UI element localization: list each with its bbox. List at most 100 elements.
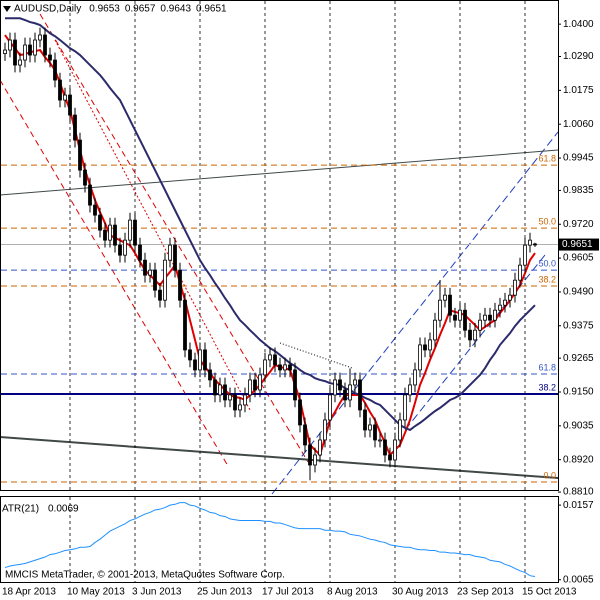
candle-body — [98, 214, 102, 231]
candle-body — [238, 404, 242, 411]
candle-body — [458, 309, 462, 321]
y-tick-label: 0.9265 — [563, 353, 594, 364]
candle-body — [498, 304, 502, 311]
level-label: 0.0 — [543, 470, 556, 480]
candle-body — [73, 114, 77, 141]
y-tick-label: 0.0157 — [563, 500, 594, 511]
candle-body — [23, 44, 27, 61]
candle-body — [113, 224, 117, 246]
candle-body — [88, 184, 92, 206]
candle-body — [253, 379, 257, 391]
candle-body — [268, 354, 272, 361]
candle-body — [233, 394, 237, 411]
candle-body — [43, 34, 47, 56]
y-tick-label: 1.0175 — [563, 85, 594, 96]
candle-body — [448, 294, 452, 316]
candle-body — [38, 34, 42, 41]
candle-body — [63, 94, 67, 101]
candle-body — [478, 319, 482, 331]
candle-body — [68, 94, 72, 116]
candle-body — [513, 279, 517, 296]
trendline — [39, 13, 309, 463]
chart-title: AUDUSD,Daily — [14, 4, 81, 15]
y-tick-label: 0.9035 — [563, 420, 594, 431]
candle-body — [28, 44, 32, 56]
candle-body — [443, 294, 447, 301]
price-box — [559, 238, 599, 251]
main-frame — [0, 0, 559, 491]
candle-body — [363, 409, 367, 431]
candle-body — [518, 264, 522, 281]
candle-body — [318, 439, 322, 456]
candle-body — [258, 374, 262, 391]
indicator-value: 0.0069 — [48, 504, 79, 515]
y-tick-label: 1.0400 — [563, 19, 594, 30]
candle-body — [373, 424, 377, 441]
candle-body — [153, 269, 157, 291]
trendline — [279, 342, 353, 369]
header-value: 0.9653 — [89, 4, 120, 15]
candle-body — [393, 439, 397, 461]
candle-body — [193, 359, 197, 371]
candle-body — [483, 314, 487, 321]
candle-body — [273, 354, 277, 366]
candle-body — [143, 259, 147, 276]
candle-body — [493, 309, 497, 321]
x-tick-label: 17 Jul 2013 — [262, 587, 314, 598]
candle-body — [298, 399, 302, 426]
candle-body — [333, 379, 337, 396]
candle-body — [18, 59, 22, 66]
candle-body — [433, 319, 437, 341]
candle-body — [288, 364, 292, 371]
candle-body — [243, 394, 247, 406]
y-tick-label: 0.0065 — [563, 574, 594, 585]
candle-body — [488, 314, 492, 321]
candle-body — [213, 379, 217, 396]
candle-body — [473, 329, 477, 341]
candle-body — [93, 204, 97, 216]
candle-body — [148, 269, 152, 276]
candle-body — [48, 54, 52, 61]
candle-body — [138, 244, 142, 261]
candle-body — [438, 299, 442, 321]
candle-body — [128, 219, 132, 241]
y-tick-label: 0.9375 — [563, 320, 594, 331]
x-tick-label: 3 Jun 2013 — [132, 587, 182, 598]
trendline — [0, 149, 559, 196]
y-tick-label: 0.9150 — [563, 387, 594, 398]
candle-body — [263, 359, 267, 376]
candle-body — [218, 384, 222, 396]
footer: MMCIS MetaTrader, © 2001-2013, MetaQuote… — [5, 570, 285, 581]
indicator-title: ATR(21) — [2, 504, 39, 515]
candle-body — [428, 339, 432, 351]
candle-body — [198, 349, 202, 371]
candle-body — [188, 349, 192, 361]
candle-body — [123, 239, 127, 256]
candle-body — [413, 369, 417, 386]
candle-body — [13, 39, 17, 66]
level-label: 61.8 — [538, 362, 556, 372]
x-tick-label: 15 Oct 2013 — [522, 587, 577, 598]
candle-body — [3, 49, 7, 54]
candle-body — [8, 39, 12, 51]
main-panel: 61.8 50.0 38.2 0.0 50.0 61.8 38.2 — [1, 1, 558, 582]
collapse-arrow — [3, 6, 11, 12]
candle-body — [133, 219, 137, 246]
candle-body — [533, 243, 537, 246]
level-label: 38.2 — [538, 382, 556, 392]
candle-body — [228, 394, 232, 401]
candle-body — [528, 239, 532, 246]
candle-body — [348, 384, 352, 401]
candle-body — [358, 379, 362, 411]
y-tick-label: 1.0290 — [563, 51, 594, 62]
candle-body — [403, 394, 407, 421]
candle-body — [103, 229, 107, 241]
trendline — [54, 39, 251, 411]
candle-body — [323, 419, 327, 441]
candle-body — [353, 379, 357, 386]
candle-body — [283, 364, 287, 371]
candle-body — [203, 349, 207, 371]
candle-body — [178, 269, 182, 301]
